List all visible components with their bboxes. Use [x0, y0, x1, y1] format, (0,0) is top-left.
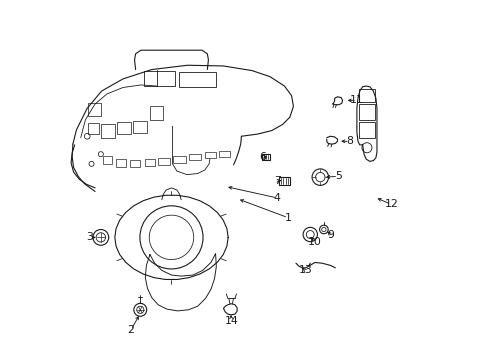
Text: 5: 5: [335, 171, 342, 181]
Text: 10: 10: [308, 237, 322, 247]
Text: 4: 4: [274, 193, 281, 203]
Text: 3: 3: [87, 232, 94, 242]
Text: 14: 14: [224, 316, 238, 325]
Text: 7: 7: [274, 176, 281, 186]
Text: 8: 8: [346, 136, 353, 146]
Text: 2: 2: [127, 325, 134, 335]
Text: 9: 9: [327, 230, 334, 239]
Text: 11: 11: [350, 95, 364, 105]
Text: 13: 13: [298, 265, 312, 275]
Text: 12: 12: [385, 199, 398, 210]
Text: 6: 6: [259, 152, 266, 162]
Text: 1: 1: [285, 213, 292, 222]
